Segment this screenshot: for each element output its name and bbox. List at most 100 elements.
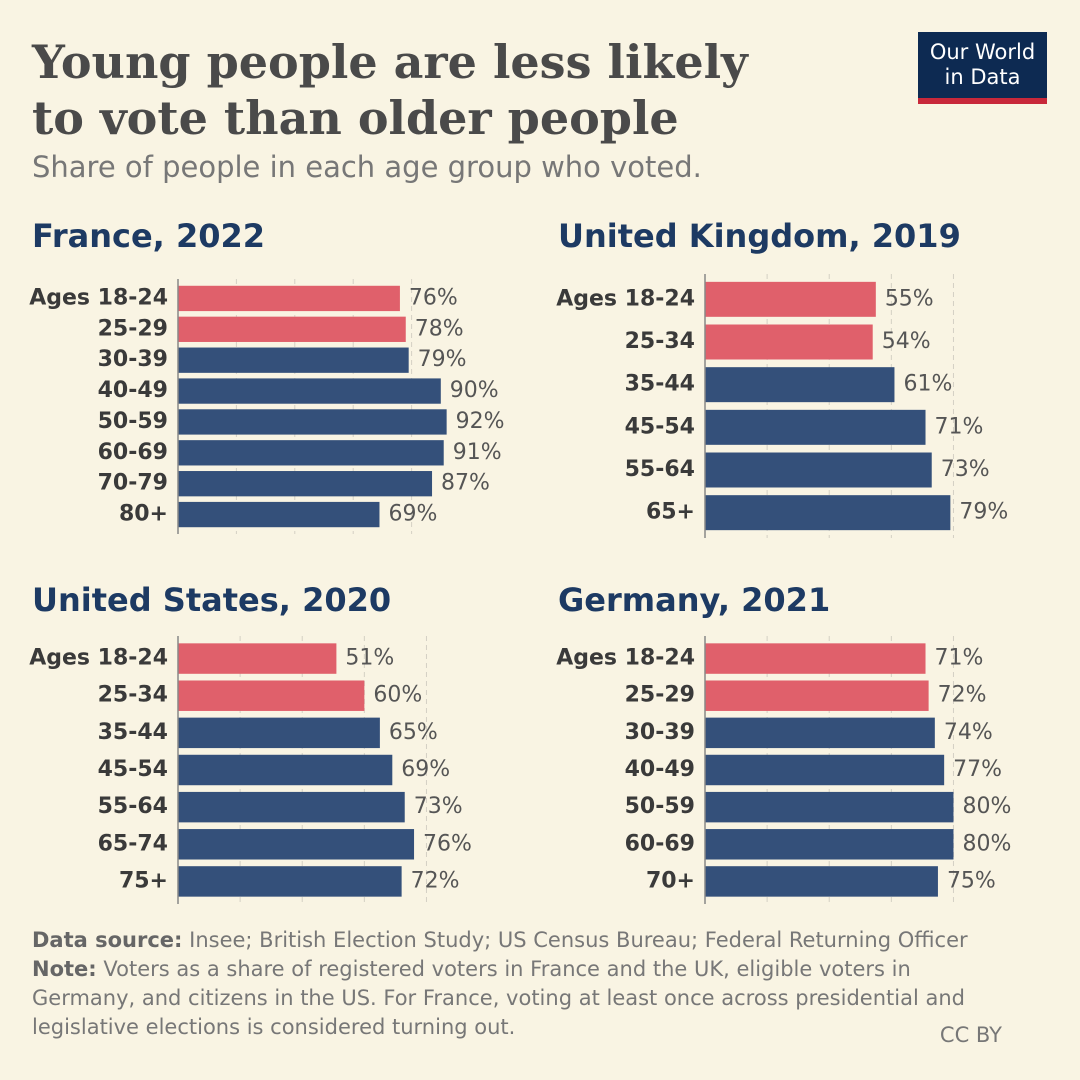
value-label: 74%	[944, 720, 993, 745]
bar	[705, 367, 895, 403]
value-label: 78%	[415, 316, 464, 341]
category-label: 25-34	[625, 329, 695, 354]
category-label: 55-64	[625, 457, 695, 482]
category-label: 40-49	[98, 378, 168, 403]
category-label: 60-69	[98, 440, 168, 465]
value-label: 90%	[450, 378, 499, 403]
category-label: Ages 18-24	[29, 285, 168, 310]
category-label: Ages 18-24	[556, 646, 695, 671]
bar	[178, 316, 406, 342]
bar	[178, 791, 405, 823]
bar	[178, 501, 380, 528]
category-label: 55-64	[98, 794, 168, 819]
title: Young people are less likely to vote tha…	[32, 35, 748, 145]
value-label: 51%	[345, 646, 394, 671]
category-label: 70+	[646, 868, 695, 893]
category-label: Ages 18-24	[556, 286, 695, 311]
value-label: 92%	[456, 409, 505, 434]
category-label: 45-54	[98, 757, 168, 782]
value-label: 71%	[935, 414, 984, 439]
category-label: 60-69	[625, 831, 695, 856]
bar	[178, 754, 393, 786]
bar	[178, 717, 380, 749]
source: Data source: Insee; British Election Stu…	[32, 926, 1012, 955]
category-label: 50-59	[98, 409, 168, 434]
category-label: 25-29	[98, 316, 168, 341]
bar	[178, 471, 433, 497]
license: CC BY	[939, 1023, 1002, 1047]
value-label: 60%	[373, 683, 422, 708]
category-label: 40-49	[625, 757, 695, 782]
bar	[178, 440, 444, 466]
bar	[705, 495, 951, 531]
panel-title: France, 2022	[32, 217, 265, 255]
note-text: Voters as a share of registered voters i…	[32, 957, 965, 1039]
bar	[178, 409, 447, 435]
value-label: 79%	[959, 500, 1008, 525]
category-label: 30-39	[98, 347, 168, 372]
bar	[705, 281, 876, 317]
bar	[178, 285, 400, 312]
value-label: 55%	[885, 286, 934, 311]
bar	[178, 378, 441, 404]
category-label: 65-74	[98, 831, 168, 856]
source-label: Data source:	[32, 928, 183, 952]
value-label: 69%	[388, 502, 437, 527]
bar	[705, 409, 926, 445]
bar	[178, 866, 402, 897]
value-label: 80%	[962, 794, 1011, 819]
note-label: Note:	[32, 957, 97, 981]
category-label: 50-59	[625, 794, 695, 819]
bar	[705, 717, 935, 749]
value-label: 75%	[947, 868, 996, 893]
value-label: 71%	[935, 646, 984, 671]
charts: France, 2022 Ages 18-24 76% 25-29 78% 30-39 79…	[29, 217, 1011, 904]
bar	[178, 829, 415, 860]
subtitle: Share of people in each age group who vo…	[32, 150, 702, 184]
category-label: 75+	[119, 868, 168, 893]
source-text: Insee; British Election Study; US Census…	[189, 928, 968, 952]
value-label: 65%	[389, 720, 438, 745]
panel-title: United States, 2020	[32, 581, 391, 619]
category-label: Ages 18-24	[29, 646, 168, 671]
category-label: 25-34	[98, 683, 168, 708]
value-label: 76%	[409, 285, 458, 310]
value-label: 54%	[882, 329, 931, 354]
bar	[178, 347, 409, 373]
value-label: 77%	[953, 757, 1002, 782]
panel-title: United Kingdom, 2019	[558, 217, 961, 255]
logo[interactable]: Our World in Data	[918, 32, 1047, 104]
category-label: 35-44	[98, 720, 168, 745]
note: Note: Voters as a share of registered vo…	[32, 955, 1012, 1042]
category-label: 70-79	[98, 471, 168, 496]
category-label: 65+	[646, 500, 695, 525]
value-label: 72%	[411, 868, 460, 893]
value-label: 61%	[903, 372, 952, 397]
bar	[705, 452, 932, 488]
value-label: 72%	[938, 683, 987, 708]
category-label: 30-39	[625, 720, 695, 745]
bar	[705, 754, 945, 786]
value-label: 79%	[418, 347, 467, 372]
category-label: 45-54	[625, 414, 695, 439]
bar	[705, 866, 938, 897]
category-label: 80+	[119, 502, 168, 527]
value-label: 76%	[423, 831, 472, 856]
value-label: 73%	[414, 794, 463, 819]
bar	[178, 643, 337, 674]
category-label: 35-44	[625, 372, 695, 397]
bar	[705, 791, 954, 823]
panel-title: Germany, 2021	[558, 581, 830, 619]
bar	[705, 829, 954, 860]
footer: Data source: Insee; British Election Stu…	[32, 926, 1012, 1042]
bar	[705, 643, 926, 674]
value-label: 91%	[453, 440, 502, 465]
value-label: 73%	[941, 457, 990, 482]
category-label: 25-29	[625, 683, 695, 708]
bar	[178, 680, 365, 711]
bar	[705, 324, 873, 360]
value-label: 80%	[962, 831, 1011, 856]
value-label: 69%	[401, 757, 450, 782]
value-label: 87%	[441, 471, 490, 496]
